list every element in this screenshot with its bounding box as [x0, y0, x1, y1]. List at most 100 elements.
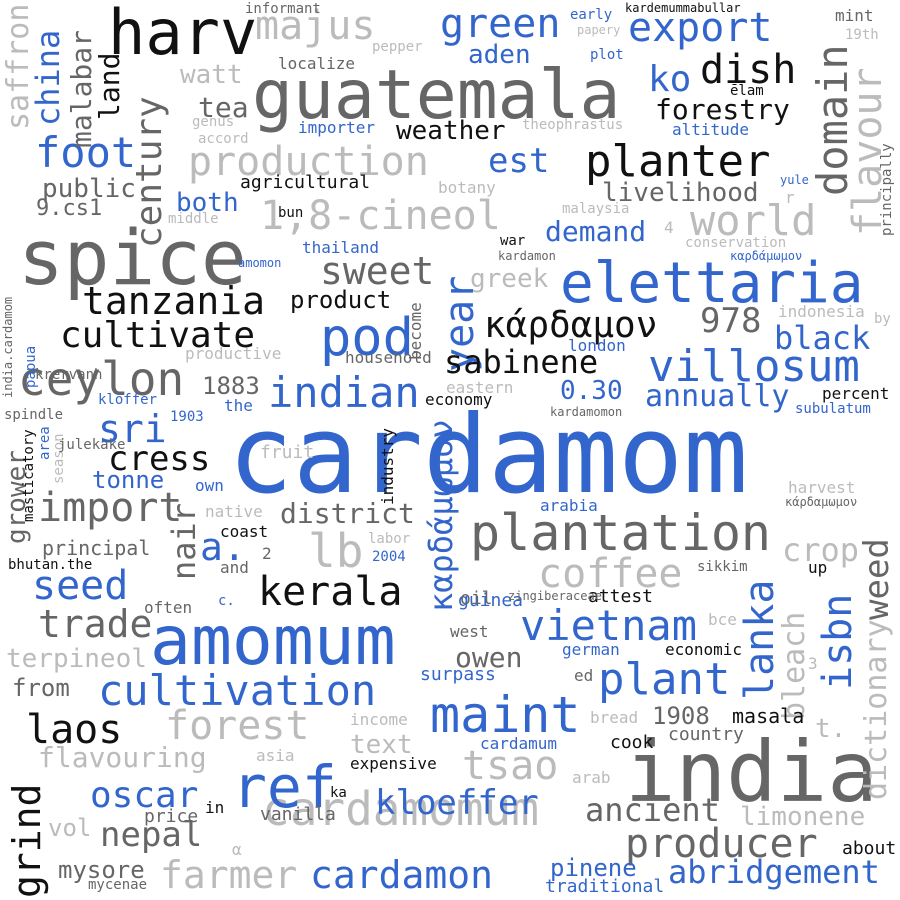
word-in: in — [205, 798, 225, 817]
word-mycenae: mycenae — [88, 877, 148, 893]
word-bun: bun — [278, 205, 304, 221]
word-elam: ēlam — [730, 83, 764, 99]
word-crop: crop — [782, 531, 860, 569]
word-ka: ka — [330, 785, 347, 801]
word-product: product — [290, 286, 392, 314]
word-import: import — [38, 485, 183, 531]
word-forest: forest — [165, 703, 310, 749]
word-land: land — [93, 52, 126, 120]
word-principal: principal — [42, 536, 151, 560]
word-pinene: pinene — [550, 854, 637, 882]
word-foot: foot — [35, 128, 137, 177]
word-cardamon: cardamon — [310, 853, 494, 897]
word-owen: owen — [455, 641, 523, 674]
word-demand: demand — [545, 215, 647, 248]
word-kerala: kerala — [258, 569, 403, 615]
word-kloffer: klöffer — [98, 392, 158, 408]
word-2: 2 — [262, 544, 272, 563]
word-cardamom: cardamom — [228, 393, 749, 518]
word-coffee: coffee — [538, 551, 683, 597]
word-ancient: ancient — [585, 791, 720, 829]
word-1-8-cineol: 1,8-cineol — [260, 193, 501, 239]
word-bhutan-the: bhutan.the — [8, 557, 93, 573]
word-conservation: conservation — [685, 235, 787, 251]
word-krervanh: krervanh — [35, 367, 103, 383]
word-mysore: mysore — [58, 856, 145, 884]
word-majus: majus — [255, 3, 376, 49]
word-0-30: 0.30 — [560, 376, 623, 406]
word-kardamon-greek: κάρδαμον — [484, 305, 658, 346]
word-dish: dish — [700, 47, 797, 93]
word-trade: trade — [38, 602, 153, 646]
word-julekake: julekake — [58, 437, 126, 453]
word-dictionary: dictionary — [859, 619, 894, 800]
word-oil: oil — [460, 588, 493, 609]
word-amomon: amomon — [238, 256, 282, 270]
word-eastern: eastern — [446, 378, 514, 397]
word-economic: economic — [665, 640, 743, 659]
word-black: black — [774, 319, 871, 357]
word-spindle: spindle — [4, 407, 64, 423]
word-masala: masala — [732, 704, 805, 728]
word-malabar: malabar — [65, 29, 98, 148]
word-sweet: sweet — [320, 249, 435, 293]
word-sikkim: sikkim — [697, 559, 748, 575]
word-flavouring: flavouring — [38, 741, 207, 774]
word-vietnam: vietnam — [520, 601, 698, 650]
word-indonesia: indonesia — [778, 302, 865, 321]
word-about: about — [842, 838, 897, 859]
word-1903: 1903 — [170, 409, 204, 425]
word-arab: arab — [572, 768, 611, 787]
word-plantation: plantation — [470, 504, 772, 562]
word-both: both — [176, 188, 239, 218]
word-text: text — [350, 730, 413, 760]
word-kardamon: kardamon — [498, 249, 556, 263]
word-farmer: farmer — [160, 853, 298, 897]
word-native: native — [205, 502, 263, 521]
word-subulatum: subulatum — [795, 401, 871, 417]
word-maint: maint — [430, 686, 581, 744]
word-bread: bread — [590, 708, 639, 727]
word-planter: planter — [585, 136, 771, 187]
word-nair: nair — [165, 502, 203, 580]
word-thailand: thailand — [302, 238, 380, 257]
word-kardamomon: kardamomon — [550, 405, 623, 419]
word-cardamum: cardamum — [480, 734, 558, 753]
word-german: german — [562, 640, 620, 659]
word-mint: mint — [835, 6, 874, 25]
word-3: 3 — [808, 654, 818, 673]
word-9cs1: 9.cs1 — [36, 196, 103, 221]
word-china: china — [29, 29, 67, 126]
word-laos: laos — [26, 707, 123, 753]
word-plant: plant — [598, 654, 731, 705]
word-tonne: tonne — [92, 466, 165, 494]
word-19th: 19th — [845, 27, 879, 43]
word-bce: bce — [708, 610, 737, 629]
word-ko: ko — [648, 59, 692, 100]
word-forestry: forestry — [655, 93, 790, 126]
word-papery: papery — [577, 23, 621, 37]
word-indian: indian — [268, 368, 420, 417]
word-limonene: limonene — [740, 802, 866, 832]
word-weed: weed — [857, 538, 897, 620]
word-century: century — [129, 96, 170, 248]
word-informant: informant — [245, 1, 321, 17]
word-cultivation: cultivation — [98, 666, 377, 715]
word-abridgement: abridgement — [668, 853, 880, 891]
word-pepper: pepper — [372, 39, 423, 55]
word-botany: botany — [438, 178, 496, 197]
word-early: early — [570, 7, 613, 23]
word-public: public — [42, 174, 136, 204]
word-kardemummabullar: kardemummabullar — [625, 1, 741, 15]
word-theophrastus: theophrastus — [522, 117, 624, 133]
word-harvest: harvest — [788, 478, 856, 497]
word-c: c. — [218, 593, 235, 609]
word-ed: ed — [574, 666, 594, 685]
word-sri: sri — [98, 407, 167, 451]
word-greek: greek — [470, 264, 549, 294]
word-production: production — [188, 139, 429, 185]
word-livelihood: livelihood — [602, 178, 759, 208]
word-1908: 1908 — [652, 702, 710, 730]
word-malaysia: malaysia — [562, 201, 630, 217]
word-2004: 2004 — [372, 549, 406, 565]
